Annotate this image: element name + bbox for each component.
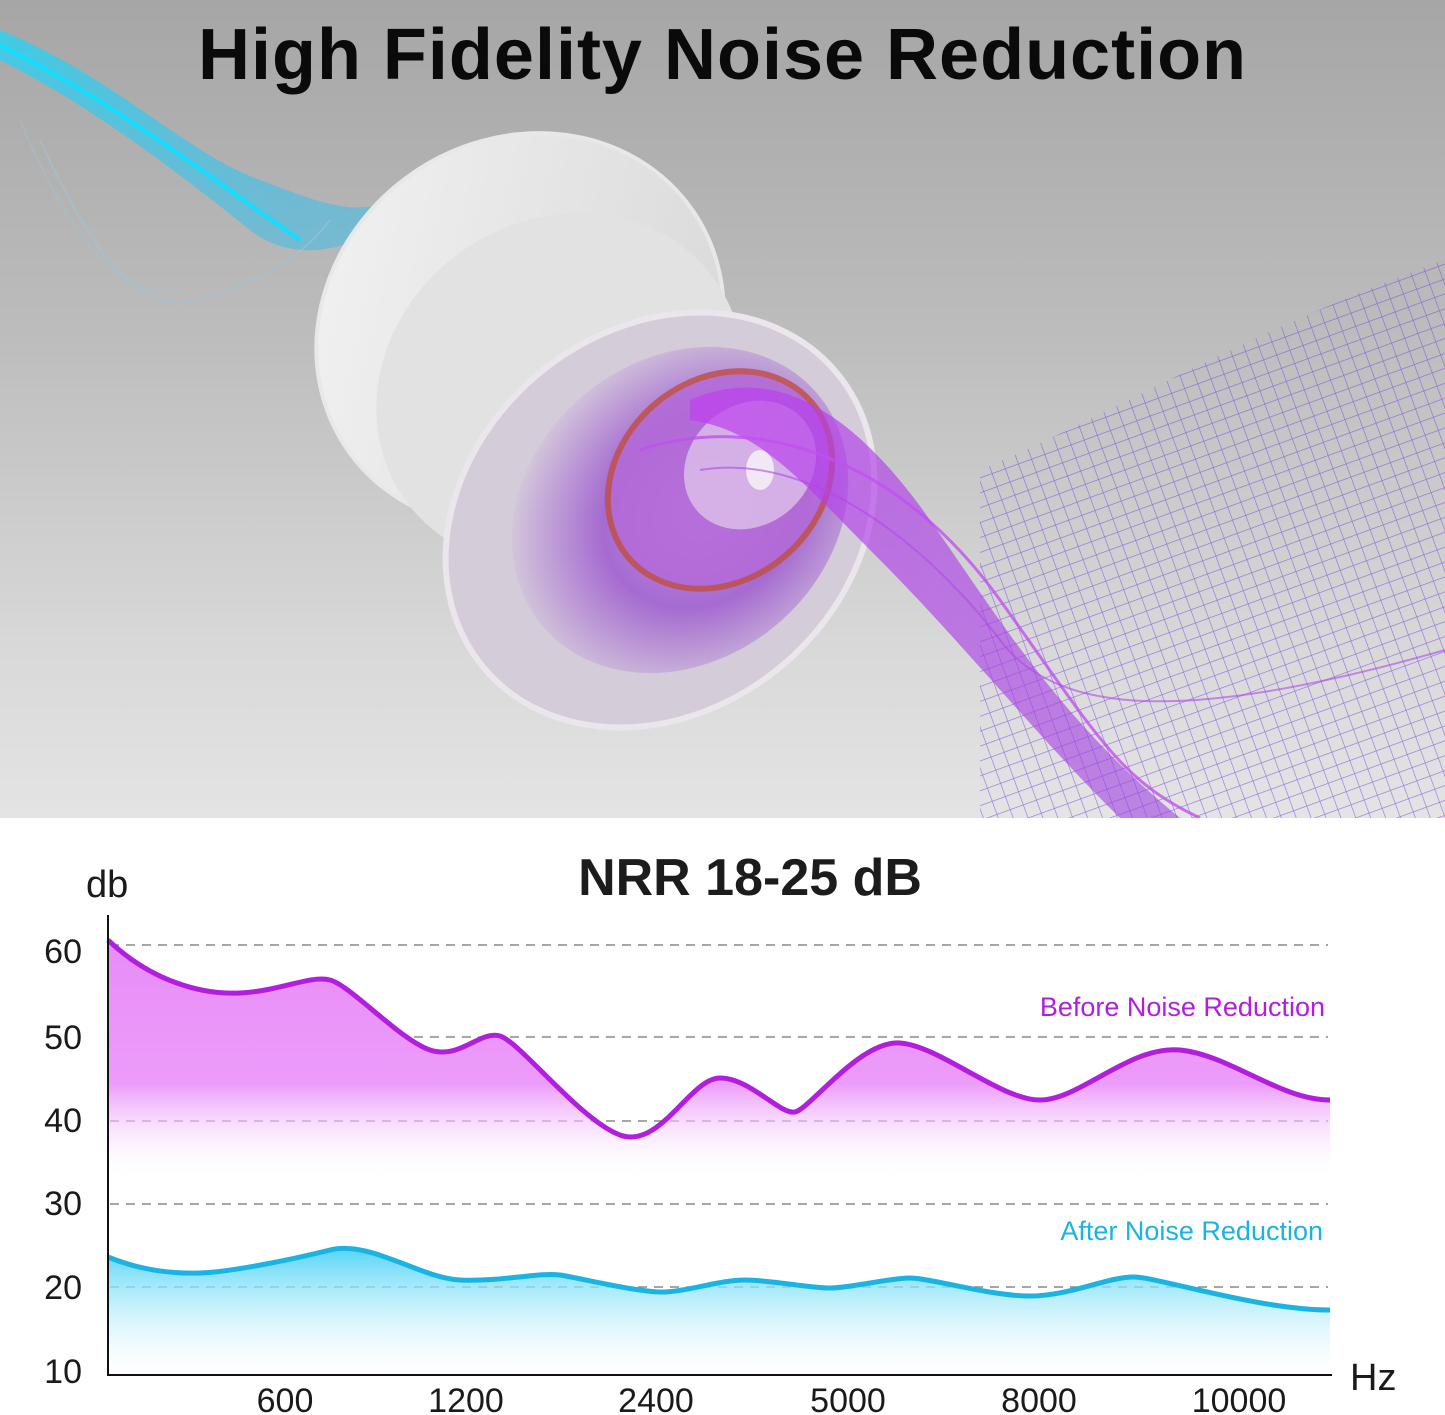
- after-line: [107, 1245, 1331, 1313]
- y-tick: 50: [44, 1019, 82, 1057]
- before-series-label: Before Noise Reduction: [1040, 992, 1325, 1022]
- x-axis-ticks: 600 1200 2400 5000 8000 10000: [257, 1382, 1287, 1415]
- before-area: [108, 940, 1330, 1180]
- x-tick: 1200: [428, 1382, 504, 1415]
- purple-sound-wave-icon: [639, 387, 1445, 818]
- x-tick: 10000: [1192, 1382, 1287, 1415]
- after-series-label: After Noise Reduction: [1060, 1216, 1323, 1246]
- before-line: [106, 938, 1331, 1140]
- x-tick: 600: [257, 1382, 314, 1415]
- y-tick: 20: [44, 1269, 82, 1307]
- cyan-sound-wave-icon: [0, 30, 440, 305]
- earplug-illustration: [0, 30, 1445, 818]
- y-tick: 30: [44, 1185, 82, 1223]
- y-tick: 40: [44, 1102, 82, 1140]
- x-tick: 8000: [1001, 1382, 1077, 1415]
- purple-mesh-wave-icon: [980, 260, 1445, 818]
- frequency-response-chart: 60 50 40 30 20 10 db 600 1200 2400 5000 …: [44, 864, 1396, 1415]
- x-tick: 2400: [618, 1382, 694, 1415]
- after-area: [108, 1248, 1330, 1375]
- chart-title: NRR 18-25 dB: [578, 849, 922, 907]
- y-tick: 60: [44, 933, 82, 971]
- x-axis-unit: Hz: [1350, 1357, 1396, 1399]
- nrr-chart-section: 60 50 40 30 20 10 db 600 1200 2400 5000 …: [0, 818, 1445, 1415]
- x-tick: 5000: [810, 1382, 886, 1415]
- y-axis-ticks: 60 50 40 30 20 10: [44, 933, 82, 1391]
- y-tick: 10: [44, 1353, 82, 1391]
- hero-banner: High Fidelity Noise Reduction: [0, 0, 1445, 818]
- hero-title: High Fidelity Noise Reduction: [197, 15, 1248, 95]
- y-axis-unit: db: [86, 864, 128, 906]
